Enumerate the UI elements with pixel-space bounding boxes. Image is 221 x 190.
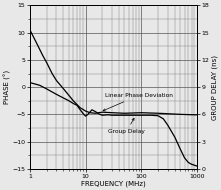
X-axis label: FREQUENCY (MHz): FREQUENCY (MHz) xyxy=(81,180,146,187)
Y-axis label: GROUP DELAY (ns): GROUP DELAY (ns) xyxy=(211,55,217,120)
Y-axis label: PHASE (°): PHASE (°) xyxy=(4,70,11,104)
Text: Group Delay: Group Delay xyxy=(108,118,145,134)
Text: Linear Phase Deviation: Linear Phase Deviation xyxy=(103,93,173,111)
